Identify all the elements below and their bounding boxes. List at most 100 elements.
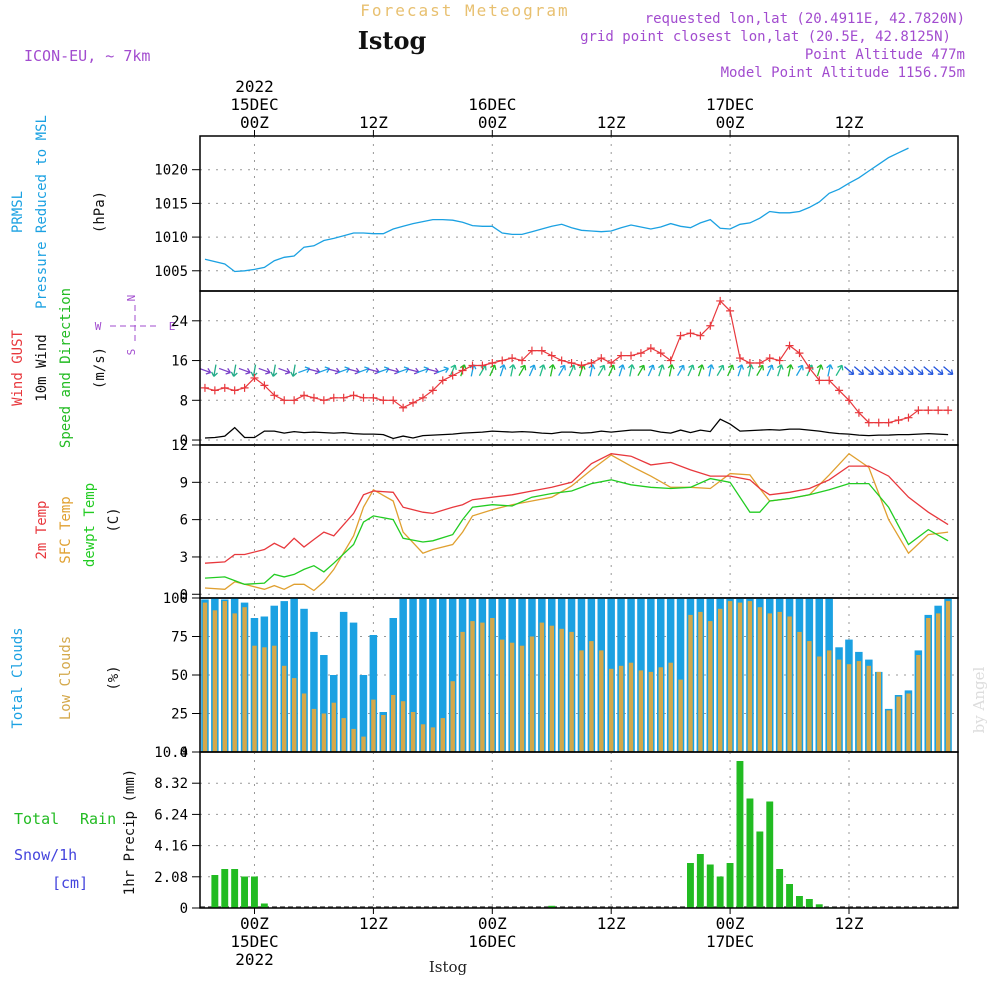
gust-marker (676, 331, 685, 340)
total-cloud-bar (676, 598, 685, 752)
gust-marker (825, 376, 834, 385)
wind-arrow-head (548, 364, 556, 370)
wind-arrow-shaft (200, 367, 211, 374)
wind-arrow-shaft (337, 367, 350, 374)
low-cloud-bar (391, 695, 396, 752)
gust-marker (874, 418, 883, 427)
wind-arrow (756, 364, 765, 377)
pressure-ylabel: (hPa) (92, 191, 108, 233)
wind-legend-dir: Speed and Direction (58, 288, 74, 448)
low-cloud-bar (549, 625, 554, 752)
gust-marker (924, 406, 933, 415)
wind-arrow (826, 364, 834, 377)
ytick-label: 3 (180, 550, 188, 566)
wind-arrow-shaft (913, 366, 924, 375)
low-cloud-bar (500, 639, 505, 752)
top-tick-label: 17DEC (706, 95, 754, 114)
total-cloud-bar (359, 675, 368, 752)
wind-arrow-shaft (417, 367, 429, 374)
low-cloud-bar (559, 628, 564, 752)
low-cloud-bar (579, 650, 584, 752)
wind-arrow-head (767, 364, 774, 371)
wind-arrow (687, 364, 695, 377)
ytick-label: 9 (180, 475, 188, 491)
total-cloud-bar (439, 598, 447, 752)
gust-marker (815, 376, 824, 385)
gust-marker (755, 359, 764, 368)
ytick-label: 0 (180, 901, 188, 917)
wind-arrow-shaft (252, 364, 257, 377)
ytick-label: 1005 (154, 264, 188, 280)
wind-arrow (588, 364, 596, 377)
low-cloud-bar (430, 727, 436, 752)
low-cloud-bar (272, 645, 277, 752)
wind-arrow (863, 366, 875, 376)
wind-arrow-head (757, 364, 765, 371)
total-cloud-bar (339, 611, 348, 752)
ytick-label: 4.16 (154, 839, 188, 855)
wind-arrow (933, 366, 944, 376)
bottom-tick-label: 00Z (478, 914, 507, 933)
gust-marker (805, 364, 814, 372)
gust-marker (696, 331, 705, 340)
low-cloud-bar (866, 665, 871, 752)
gust-marker (547, 351, 556, 360)
bottom-tick-label: 15DEC (230, 932, 278, 951)
total-cloud-bar (419, 598, 427, 752)
low-cloud-bar (202, 602, 208, 752)
wind-arrow-head (776, 364, 784, 370)
gust-marker (498, 356, 507, 365)
panel-4: 0 2.08 4.16 6.24 8.32 10.4 (154, 745, 959, 917)
wind-arrow (923, 366, 934, 376)
gust-marker (438, 376, 447, 385)
low-cloud-bar (331, 702, 336, 752)
wind-arrow (528, 364, 537, 377)
bottom-tick-label: 17DEC (706, 932, 754, 951)
total-cloud-bar (369, 635, 378, 752)
low-cloud-bar (440, 718, 445, 752)
temp-2m-line (204, 453, 949, 564)
ytick-label: 6.24 (154, 807, 188, 823)
wind-arrow-head (786, 364, 794, 370)
low-cloud-bar (381, 715, 386, 752)
ytick-label: 1020 (154, 163, 188, 179)
low-cloud-bar (658, 667, 663, 752)
wind-arrow-head (290, 371, 298, 377)
low-cloud-bar (688, 614, 693, 752)
gust-marker (636, 349, 645, 358)
wind-arrow (637, 364, 646, 377)
wind-arrow-head (888, 369, 894, 376)
cloud-legend-low: Low Clouds (58, 636, 74, 720)
gust-marker (240, 383, 249, 392)
wind-arrow (518, 364, 527, 377)
wind-arrow-head (848, 369, 855, 376)
low-cloud-bar (916, 655, 921, 752)
wind-arrow (499, 364, 507, 377)
precip-legend-total: Total (14, 810, 59, 828)
wind-arrow-head (908, 369, 914, 376)
low-cloud-bar (292, 678, 297, 752)
wind-arrow-head (443, 366, 449, 373)
low-cloud-bar (797, 631, 802, 752)
precip-bar (726, 863, 734, 908)
wind-arrow-shaft (478, 364, 486, 377)
precip-bar (786, 884, 793, 908)
wind-arrow-shaft (292, 364, 296, 377)
gust-line (204, 299, 949, 424)
bottom-tick-label: 12Z (835, 914, 864, 933)
wind-arrow-head (678, 364, 685, 371)
panel-2: 0 3 6 9 12 (171, 438, 959, 603)
header-requested: requested lon,lat (20.4911E, 42.7820N) (645, 11, 965, 27)
wind-arrow-shaft (238, 367, 251, 374)
gust-marker (290, 396, 299, 405)
low-cloud-bar (737, 602, 743, 752)
wind-arrow (716, 364, 725, 377)
precip-bar (687, 863, 694, 908)
panel-frame (199, 751, 959, 909)
wind-arrow (597, 364, 606, 377)
wind-arrow (290, 364, 298, 377)
wind-arrow-head (639, 364, 646, 371)
gust-marker (339, 393, 348, 402)
wind-arrow-head (837, 364, 844, 371)
